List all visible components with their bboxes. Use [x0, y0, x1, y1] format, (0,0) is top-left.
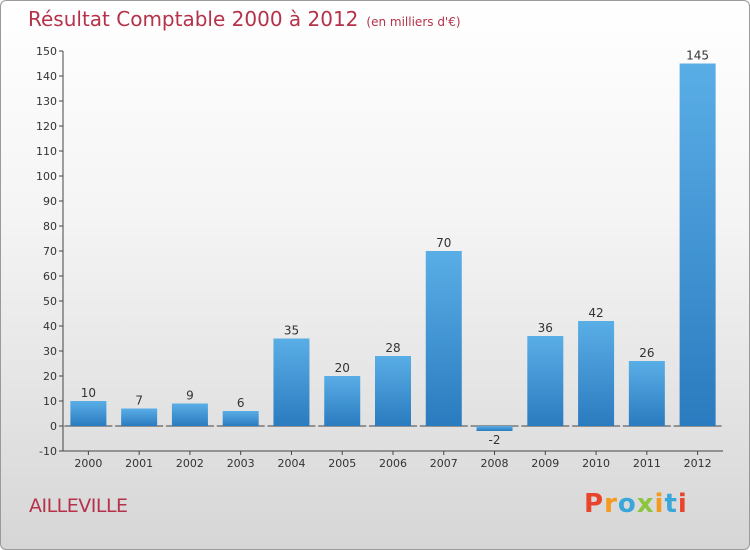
y-tick-label: 140	[36, 70, 57, 83]
y-tick-label: 90	[43, 195, 57, 208]
logo-letter: r	[604, 489, 618, 519]
chart-title: Résultat Comptable 2000 à 2012 (en millie…	[28, 7, 461, 31]
commune-name: AILLEVILLE	[29, 495, 128, 517]
y-tick-label: 100	[36, 170, 57, 183]
bar-value-label: 6	[237, 396, 245, 410]
y-tick-label: 40	[43, 320, 57, 333]
x-tick-label: 2001	[125, 457, 153, 470]
bar-value-label: 20	[335, 361, 350, 375]
bar	[578, 321, 615, 426]
chart-subtitle: (en milliers d'€)	[366, 15, 461, 29]
proxiti-logo[interactable]: Proxiti	[584, 489, 688, 519]
bar	[70, 401, 107, 426]
y-tick-label: 120	[36, 120, 57, 133]
bar-value-label: 42	[588, 306, 603, 320]
y-tick-label: 10	[43, 395, 57, 408]
bar-value-label: 35	[284, 324, 299, 338]
bar-value-label: 26	[639, 346, 654, 360]
bar-value-label: 10	[81, 386, 96, 400]
bar	[476, 426, 513, 431]
y-tick-label: -10	[39, 445, 57, 458]
logo-letter: i	[677, 489, 688, 519]
bar	[222, 411, 259, 426]
bar-value-label: 36	[538, 321, 553, 335]
x-tick-label: 2002	[176, 457, 204, 470]
y-tick-label: 80	[43, 220, 57, 233]
bar-value-label: 70	[436, 236, 451, 250]
bar-value-label: -2	[489, 433, 501, 447]
x-tick-label: 2000	[74, 457, 102, 470]
y-tick-label: 0	[50, 420, 57, 433]
x-tick-label: 2011	[633, 457, 661, 470]
logo-letter: t	[664, 489, 678, 519]
x-tick-label: 2004	[277, 457, 305, 470]
y-tick-label: 50	[43, 295, 57, 308]
bar	[425, 251, 462, 426]
x-tick-label: 2006	[379, 457, 407, 470]
bar	[324, 376, 361, 426]
logo-letter: x	[636, 489, 655, 519]
x-tick-label: 2009	[531, 457, 559, 470]
x-tick-label: 2007	[430, 457, 458, 470]
bar-value-label: 28	[385, 341, 400, 355]
x-tick-label: 2005	[328, 457, 356, 470]
bar	[171, 403, 208, 426]
x-tick-label: 2003	[227, 457, 255, 470]
logo-letter: i	[654, 489, 665, 519]
logo-letter: P	[584, 489, 605, 519]
bar-value-label: 7	[135, 394, 143, 408]
x-tick-label: 2008	[481, 457, 509, 470]
x-tick-label: 2010	[582, 457, 610, 470]
bar	[121, 408, 158, 426]
y-tick-label: 60	[43, 270, 57, 283]
y-tick-label: 30	[43, 345, 57, 358]
y-tick-label: 110	[36, 145, 57, 158]
bar-value-label: 145	[686, 49, 709, 63]
y-tick-label: 130	[36, 95, 57, 108]
y-tick-label: 20	[43, 370, 57, 383]
bar-value-label: 9	[186, 389, 194, 403]
chart-title-text: Résultat Comptable 2000 à 2012	[28, 7, 359, 31]
y-tick-label: 70	[43, 245, 57, 258]
logo-letter: o	[617, 489, 637, 519]
x-tick-label: 2012	[684, 457, 712, 470]
y-tick-label: 150	[36, 45, 57, 58]
bar	[679, 63, 716, 426]
bar	[375, 356, 411, 426]
bar	[628, 361, 665, 426]
bar	[273, 338, 310, 426]
bar	[527, 336, 564, 426]
